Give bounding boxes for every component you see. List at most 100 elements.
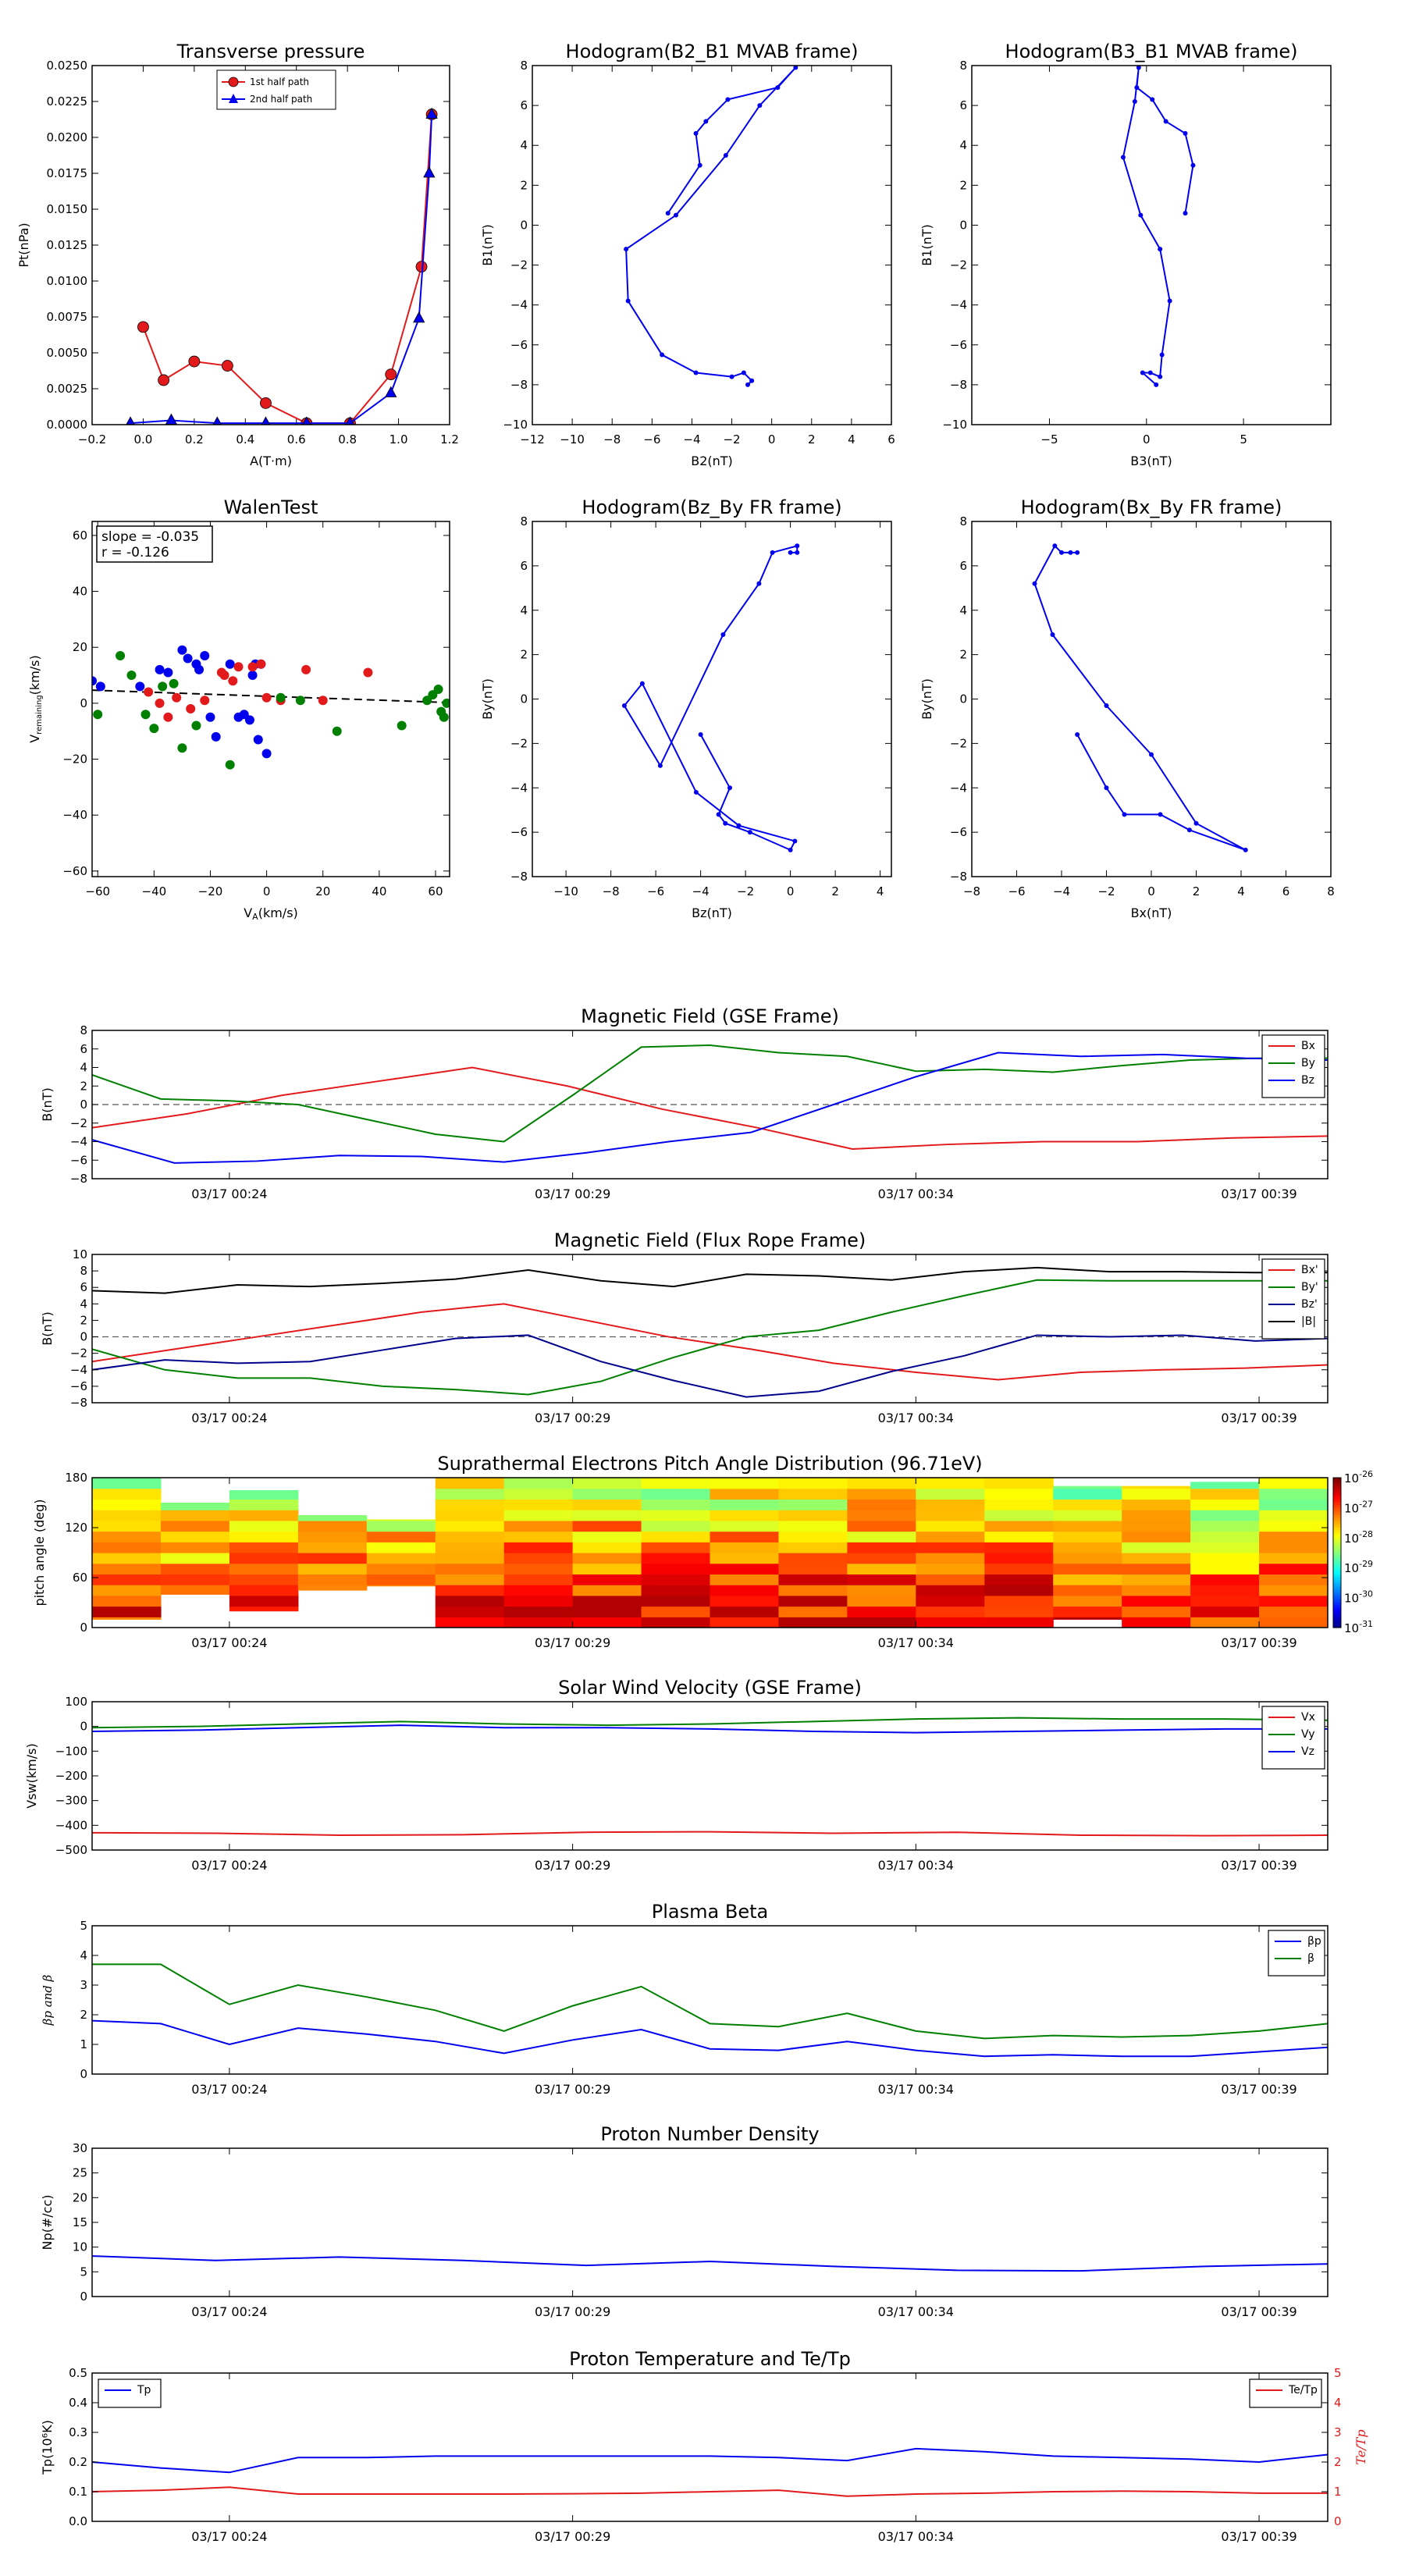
x-tick-label: 2 <box>1193 884 1200 898</box>
data-point <box>183 653 193 664</box>
y-tick-label: −500 <box>55 1843 87 1857</box>
h2-frame <box>971 65 1332 425</box>
data-point <box>1243 847 1248 852</box>
data-point <box>1075 732 1080 737</box>
heatmap-cell <box>847 1563 916 1575</box>
data-point <box>116 650 126 660</box>
data-point <box>703 119 709 124</box>
data-point <box>261 749 272 759</box>
y-tick-label: 0 <box>80 2290 87 2304</box>
x-tick-label: −4 <box>1053 884 1070 898</box>
data-point <box>693 370 699 375</box>
heatmap-cell <box>229 1606 299 1612</box>
pad-frame <box>91 1477 1329 1628</box>
colorbar-segment <box>1333 1562 1341 1566</box>
data-point <box>625 298 631 304</box>
colorbar-segment <box>1333 1607 1341 1611</box>
y-tick-label: 6 <box>520 98 528 112</box>
heatmap-cell <box>641 1553 711 1564</box>
heatmap-cell <box>229 1563 299 1575</box>
data-point <box>92 676 97 686</box>
y-tick-label: 0 <box>959 692 967 706</box>
heatmap-cell <box>1053 1499 1122 1510</box>
data-point <box>720 632 726 638</box>
heatmap-cell <box>710 1542 780 1553</box>
heatmap-cell <box>92 1553 162 1564</box>
y2-tick-label: 2 <box>1334 2455 1342 2469</box>
data-point <box>698 732 703 737</box>
heatmap-cell <box>1190 1617 1260 1628</box>
heatmap-cell <box>160 1563 230 1575</box>
series-line <box>92 1279 1328 1396</box>
heatmap-cell <box>229 1574 299 1585</box>
heatmap-cell <box>1122 1606 1191 1617</box>
data-point <box>1158 247 1163 252</box>
x-tick-label: 0.6 <box>287 432 306 447</box>
data-point <box>211 731 221 742</box>
data-point <box>1104 703 1109 709</box>
data-point <box>1138 212 1144 218</box>
data-point <box>260 397 272 409</box>
y-tick-label: −8 <box>510 870 528 884</box>
heatmap-cell <box>984 1595 1054 1607</box>
heatmap-cell <box>984 1531 1054 1542</box>
x-tick-label: 03/17 00:24 <box>191 1187 267 1201</box>
heatmap-cell <box>778 1617 848 1628</box>
chart-title: Hodogram(B3_B1 MVAB frame) <box>1005 41 1298 62</box>
heatmap-cell <box>778 1563 848 1575</box>
panel-mag_gse: Magnetic Field (GSE Frame) −8 −6 −4 −2 0 2 4 6 8 0… <box>40 1005 1329 1201</box>
y-tick-label: 0.4 <box>69 2396 87 2410</box>
y-tick-label: 0.0050 <box>47 346 88 360</box>
heatmap-cell <box>435 1574 505 1585</box>
data-point <box>225 659 235 669</box>
y-tick-label: −10 <box>503 418 528 432</box>
plot-area <box>92 1963 1328 2058</box>
colorbar-segment <box>1333 1490 1341 1493</box>
heatmap-cell <box>160 1553 230 1564</box>
heatmap-cell <box>572 1478 642 1489</box>
heatmap-cell <box>710 1488 780 1500</box>
colorbar-segment <box>1333 1545 1341 1549</box>
legend2-label: Te/Tp <box>1288 2384 1318 2396</box>
y-tick-label: 0 <box>959 218 967 232</box>
annotation-box <box>96 525 213 563</box>
heatmap-cell <box>641 1574 711 1585</box>
x-tick-label: 4 <box>877 884 884 898</box>
data-point <box>155 664 165 674</box>
x-tick-label: −10 <box>560 432 585 447</box>
data-point <box>363 667 373 678</box>
data-point <box>1075 550 1080 555</box>
heatmap-cell <box>984 1574 1054 1585</box>
data-point <box>1134 85 1140 91</box>
colorbar-segment <box>1333 1500 1341 1503</box>
heatmap-cell <box>1122 1595 1191 1607</box>
heatmap-cell <box>92 1574 162 1585</box>
heatmap-cell <box>229 1490 299 1500</box>
data-point <box>163 712 173 722</box>
heatmap-cell <box>503 1499 574 1510</box>
heatmap-cell <box>984 1542 1054 1553</box>
series-line <box>92 2486 1328 2497</box>
colorbar-segment <box>1333 1560 1341 1564</box>
heatmap-cell <box>1122 1485 1191 1489</box>
heatmap-cell <box>435 1595 505 1607</box>
heatmap-cell <box>641 1499 711 1510</box>
y-tick-label: 0.0000 <box>47 418 88 432</box>
y-tick-label: −8 <box>510 378 528 392</box>
data-point <box>276 692 286 703</box>
heatmap-cell <box>1190 1585 1260 1596</box>
y-tick-label: −2 <box>70 1116 87 1130</box>
x-tick-label: −0.2 <box>78 432 106 447</box>
heatmap-cell <box>1190 1606 1260 1617</box>
heatmap-cell <box>572 1617 642 1628</box>
heatmap-cell <box>92 1510 162 1521</box>
heatmap-cell <box>778 1520 848 1532</box>
y-tick-label: −8 <box>950 870 967 884</box>
data-point <box>433 684 443 694</box>
heatmap-cell <box>1259 1488 1328 1500</box>
y-tick-label: −40 <box>62 808 87 822</box>
y-tick-label: −6 <box>70 1379 87 1393</box>
legend-box <box>98 2379 162 2408</box>
heatmap-cell <box>297 1515 368 1521</box>
